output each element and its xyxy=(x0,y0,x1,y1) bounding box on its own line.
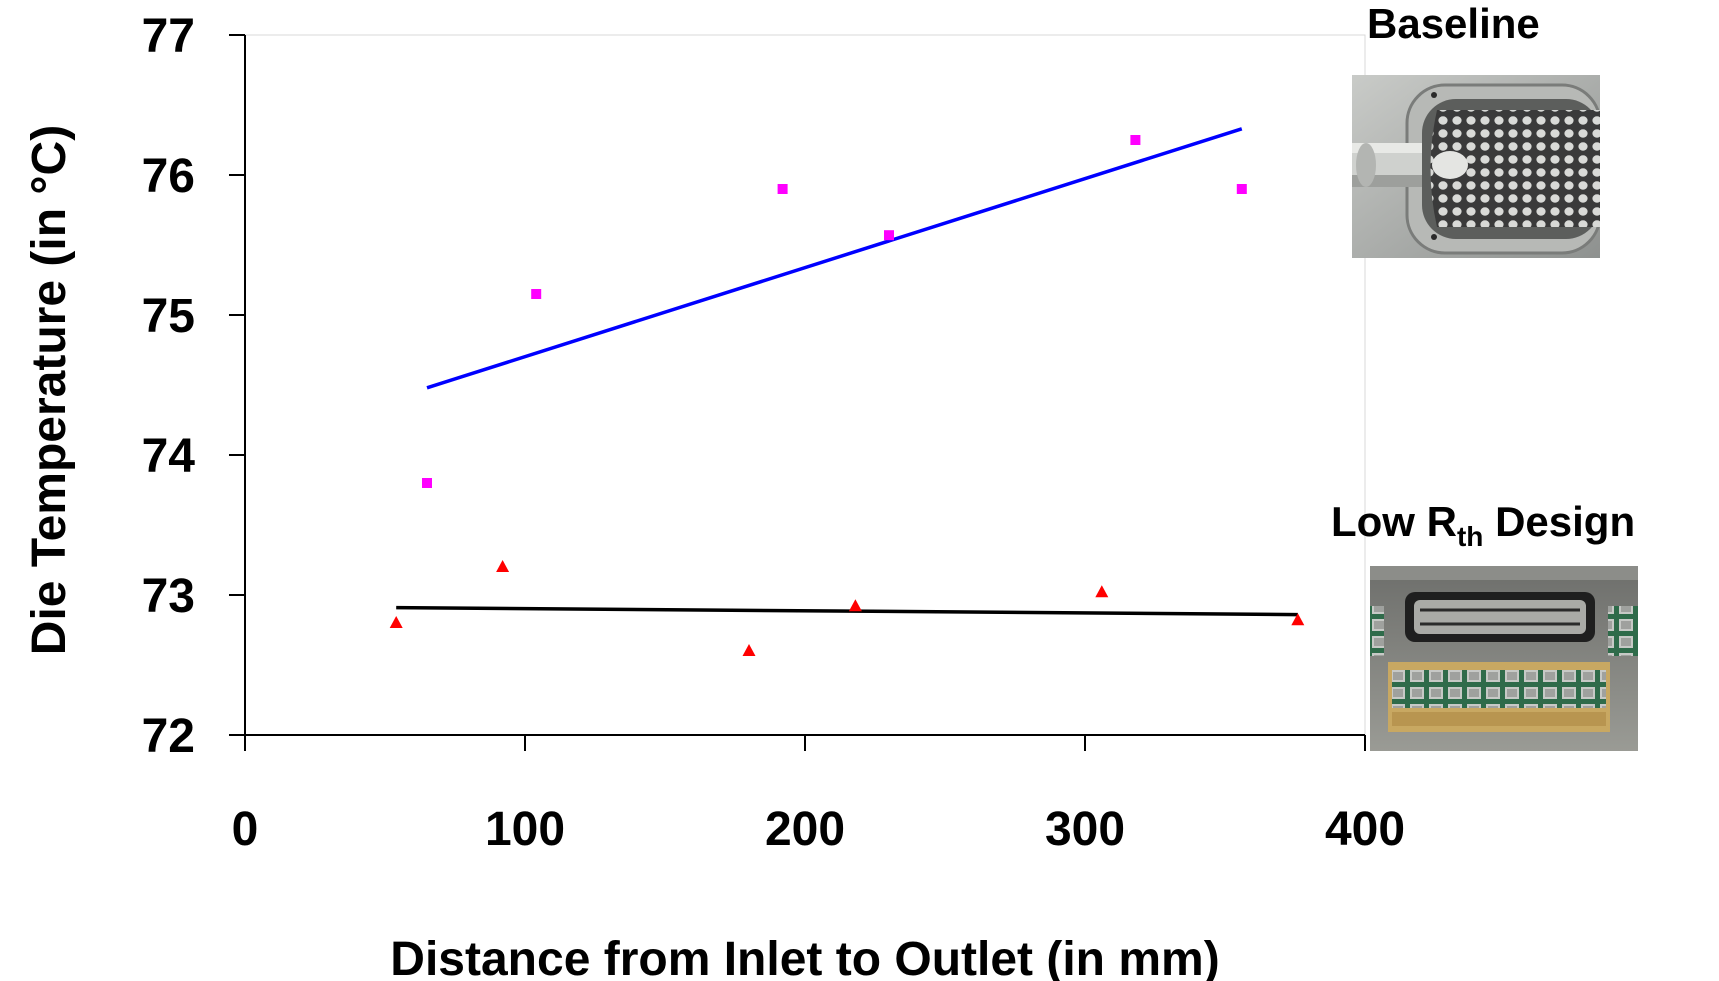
low-rth-label-main: Low R xyxy=(1331,498,1457,545)
low-rth-photo xyxy=(1370,566,1638,751)
y-tick-label: 75 xyxy=(142,290,195,343)
data-point-square xyxy=(531,289,542,299)
x-tick-label: 0 xyxy=(232,803,259,856)
x-tick-label: 400 xyxy=(1325,803,1405,856)
ticks: 0 100 200 300 400 72 73 74 75 76 77 xyxy=(142,10,1405,856)
y-tick-label: 72 xyxy=(142,710,195,763)
low-rth-label-sub: th xyxy=(1456,521,1484,552)
data-point-square xyxy=(1236,184,1247,194)
data-point-square xyxy=(884,230,894,241)
data-point-triangle xyxy=(389,616,403,628)
trend-line-1 xyxy=(396,605,1298,617)
axes xyxy=(244,34,1366,736)
baseline-photo-label: Baseline xyxy=(1367,0,1540,47)
low-rth-label-tail: Design xyxy=(1483,498,1636,545)
data-point-square xyxy=(777,184,788,194)
data-point-triangle xyxy=(1291,613,1305,626)
x-tick-label: 100 xyxy=(485,803,565,856)
data-point-triangle xyxy=(1095,585,1109,598)
y-tick-label: 77 xyxy=(142,10,195,63)
data-points xyxy=(389,135,1305,656)
trend-lines xyxy=(396,127,1298,617)
x-axis-title: Distance from Inlet to Outlet (in mm) xyxy=(390,933,1219,981)
plot-area xyxy=(244,34,1366,736)
data-point-square xyxy=(1130,135,1141,145)
low-rth-photo-label: Low Rth Design xyxy=(1331,498,1635,553)
y-tick-label: 73 xyxy=(142,570,195,623)
x-tick-label: 300 xyxy=(1045,803,1125,856)
y-axis-title: Die Temperature (in °C) xyxy=(23,125,76,655)
baseline-photo xyxy=(1352,75,1600,258)
trend-line-0 xyxy=(426,127,1243,390)
y-tick-label: 74 xyxy=(142,430,196,483)
data-point-triangle xyxy=(496,560,510,572)
y-tick-label: 76 xyxy=(142,150,195,203)
data-point-triangle xyxy=(848,599,862,612)
data-point-triangle xyxy=(742,644,756,656)
data-point-square xyxy=(422,478,432,488)
x-tick-label: 200 xyxy=(765,803,845,856)
